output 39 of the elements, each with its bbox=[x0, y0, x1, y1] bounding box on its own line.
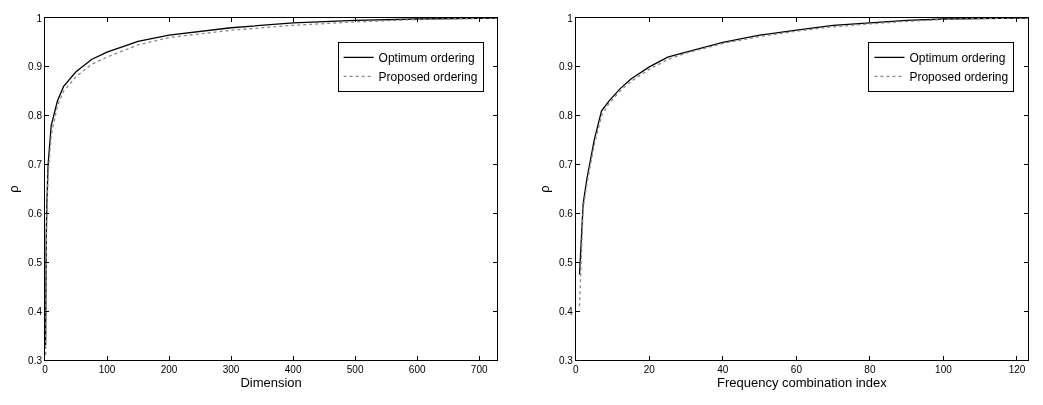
y-tick-label: 0.8 bbox=[28, 110, 43, 122]
y-tick-label: 0.3 bbox=[28, 354, 43, 366]
y-tick-label: 0.3 bbox=[558, 354, 574, 366]
x-tick-label: 600 bbox=[408, 364, 426, 375]
x-tick-label: 500 bbox=[346, 364, 364, 375]
y-tick-label: 1 bbox=[567, 12, 574, 24]
x-tick-label: 60 bbox=[790, 364, 803, 375]
y-tick-label: 0.7 bbox=[558, 159, 574, 171]
x-tick-label: 300 bbox=[222, 364, 240, 375]
legend-label: Proposed ordering bbox=[378, 70, 478, 85]
y-tick-label: 0.9 bbox=[28, 61, 43, 73]
y-tick-label: 1 bbox=[36, 12, 43, 24]
x-tick-label: 0 bbox=[573, 364, 580, 375]
x-tick-label: 700 bbox=[470, 364, 488, 375]
legend-label: Optimum ordering bbox=[378, 51, 475, 66]
y-tick-label: 0.7 bbox=[28, 159, 43, 171]
x-tick-label: 100 bbox=[935, 364, 953, 375]
legend-label: Proposed ordering bbox=[909, 70, 1009, 85]
y-tick-label: 0.5 bbox=[28, 256, 43, 268]
x-axis-title: Dimension bbox=[240, 375, 302, 390]
x-tick-label: 400 bbox=[284, 364, 302, 375]
x-tick-label: 40 bbox=[717, 364, 729, 375]
y-tick-label: 0.8 bbox=[558, 110, 574, 122]
x-axis-title: Frequency combination index bbox=[717, 375, 888, 390]
y-tick-label: 0.6 bbox=[558, 207, 574, 219]
x-tick-label: 80 bbox=[864, 364, 876, 375]
x-tick-label: 200 bbox=[160, 364, 178, 375]
y-tick-label: 0.4 bbox=[28, 305, 43, 317]
y-tick-label: 0.9 bbox=[558, 61, 574, 73]
legend-label: Optimum ordering bbox=[909, 51, 1006, 66]
y-tick-label: 0.6 bbox=[28, 207, 43, 219]
y-axis-title: ρ bbox=[6, 185, 22, 193]
x-tick-label: 0 bbox=[42, 364, 49, 375]
x-tick-label: 100 bbox=[98, 364, 116, 375]
y-tick-label: 0.4 bbox=[558, 305, 574, 317]
x-tick-label: 20 bbox=[643, 364, 656, 375]
y-axis-title: ρ bbox=[536, 185, 552, 193]
y-tick-label: 0.5 bbox=[558, 256, 574, 268]
x-tick-label: 120 bbox=[1008, 364, 1026, 375]
